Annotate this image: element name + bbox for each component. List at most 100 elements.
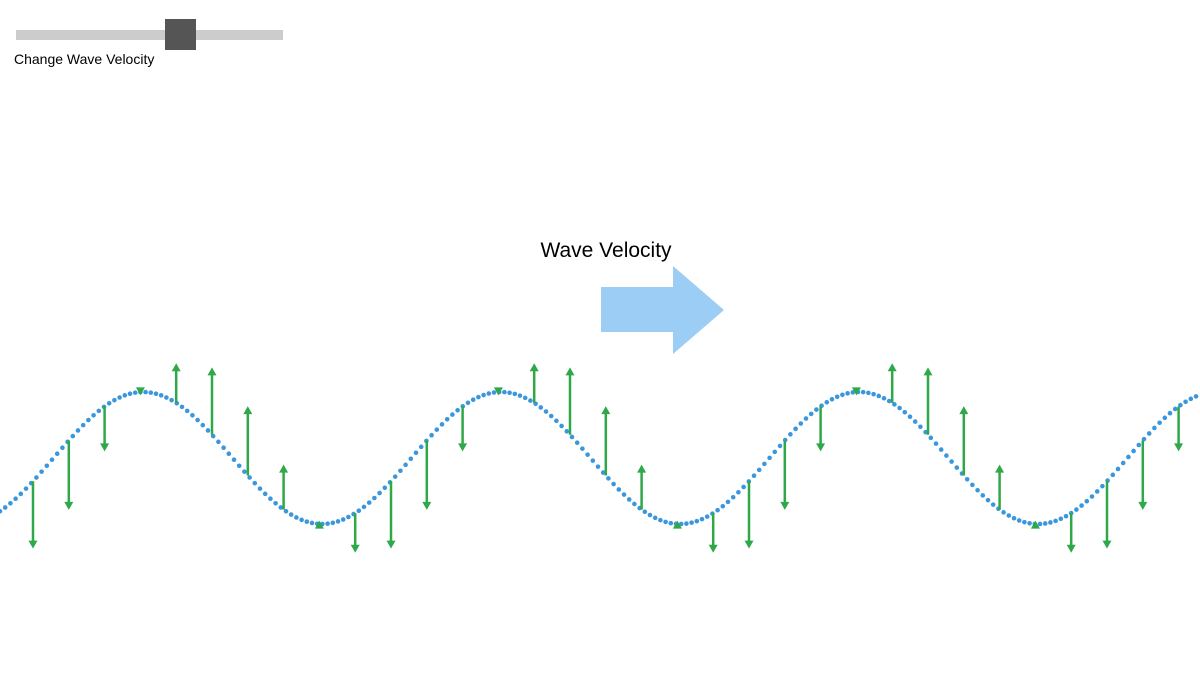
wave-dot xyxy=(964,476,970,482)
wave-dot xyxy=(985,497,991,503)
wave-dot xyxy=(465,400,471,406)
wave-dot xyxy=(517,393,523,398)
wave-dot xyxy=(143,389,148,395)
wave-dot xyxy=(190,412,195,418)
velocity-vector-head xyxy=(780,501,790,510)
velocity-vector-head xyxy=(100,443,110,452)
wave-dot xyxy=(1027,520,1032,526)
wave-dot xyxy=(626,497,632,502)
wave-dot xyxy=(808,411,814,417)
wave-dot xyxy=(252,480,258,486)
wave-dot xyxy=(486,391,492,396)
wave-dot xyxy=(559,423,564,429)
wave-dot xyxy=(860,389,866,395)
wave-dot xyxy=(788,432,793,437)
wave-dot xyxy=(938,447,944,452)
wave-dot xyxy=(1053,518,1058,524)
wave-dot xyxy=(195,417,200,423)
wave-dot xyxy=(13,496,18,502)
wave-dot xyxy=(392,474,398,479)
wave-dot xyxy=(548,413,554,419)
wave-dot xyxy=(361,504,367,510)
velocity-vector-head xyxy=(565,367,575,376)
velocity-vector-head xyxy=(314,520,324,529)
velocity-vector-head xyxy=(887,363,897,372)
wave-dot xyxy=(444,416,450,422)
wave-dot xyxy=(283,508,289,514)
wave-dot xyxy=(554,418,559,424)
wave-dot xyxy=(845,391,850,396)
velocity-vector-head xyxy=(1102,540,1112,549)
velocity-vector-head xyxy=(708,544,718,553)
wave xyxy=(0,363,1199,553)
wave-dot xyxy=(1063,513,1069,519)
wave-dot xyxy=(543,409,549,414)
slider-track[interactable] xyxy=(16,30,283,40)
wave-dot xyxy=(569,434,575,440)
wave-dot xyxy=(309,520,315,526)
wave-dot xyxy=(642,509,648,515)
wave-dot xyxy=(91,412,96,418)
velocity-vector-head xyxy=(959,406,969,415)
wave-dot xyxy=(1042,521,1048,526)
wave-dot xyxy=(23,486,29,491)
wave-dot xyxy=(886,398,892,404)
wave-dot xyxy=(850,390,856,395)
velocity-vector-head xyxy=(279,464,289,473)
slider-thumb[interactable] xyxy=(165,19,196,50)
wave-dot xyxy=(205,428,211,433)
wave-dot xyxy=(1079,503,1084,508)
wave-dot xyxy=(803,416,809,421)
wave-dot xyxy=(340,517,346,522)
wave-dot xyxy=(1131,448,1136,454)
wave-dot xyxy=(1188,396,1194,402)
wave-dot xyxy=(704,514,710,519)
wave-dot xyxy=(975,487,980,493)
wave-dot xyxy=(585,452,590,457)
wave-dot xyxy=(44,463,50,469)
wave-dot xyxy=(767,455,772,461)
velocity-vector-head xyxy=(28,540,38,549)
wave-dot xyxy=(164,395,169,400)
wave-dot xyxy=(928,435,934,441)
wave-dot xyxy=(476,394,481,400)
wave-dot xyxy=(793,426,798,432)
wave-dot xyxy=(840,392,845,398)
wave-dot xyxy=(18,491,24,497)
wave-dot xyxy=(86,417,91,423)
wave-dot xyxy=(247,475,252,480)
velocity-vector-head xyxy=(851,387,861,396)
wave-dot xyxy=(616,487,622,492)
wave-dot xyxy=(226,451,232,457)
wave-dot xyxy=(70,433,76,439)
wave-dot xyxy=(184,408,190,414)
wave-dot xyxy=(574,440,580,446)
wave-dot xyxy=(1110,472,1116,478)
wave-dot xyxy=(777,443,783,449)
wave-dot xyxy=(756,467,762,473)
wave-dot xyxy=(257,486,263,491)
velocity-vector-head xyxy=(672,520,682,529)
wave-dot xyxy=(221,445,226,451)
velocity-vector-head xyxy=(493,387,503,396)
wave-dot xyxy=(278,505,284,510)
wave-dot xyxy=(652,515,658,521)
velocity-vector-head xyxy=(458,443,468,452)
wave-dot xyxy=(663,519,668,525)
wave-dot xyxy=(1172,406,1178,412)
wave-dot xyxy=(1136,442,1142,448)
wave-dot xyxy=(403,462,408,468)
wave-dot xyxy=(538,405,544,410)
velocity-vector-head xyxy=(243,406,253,415)
velocity-vector-head xyxy=(350,544,360,553)
wave-dot xyxy=(455,407,460,413)
wave-dot xyxy=(304,519,310,524)
wave-dot xyxy=(502,389,507,395)
wave-dot xyxy=(892,402,897,407)
wave-dot xyxy=(382,485,388,491)
wave-dot xyxy=(299,517,304,523)
wave-dot xyxy=(148,390,154,395)
wave-dot xyxy=(933,441,939,446)
wave-dot xyxy=(694,518,700,524)
